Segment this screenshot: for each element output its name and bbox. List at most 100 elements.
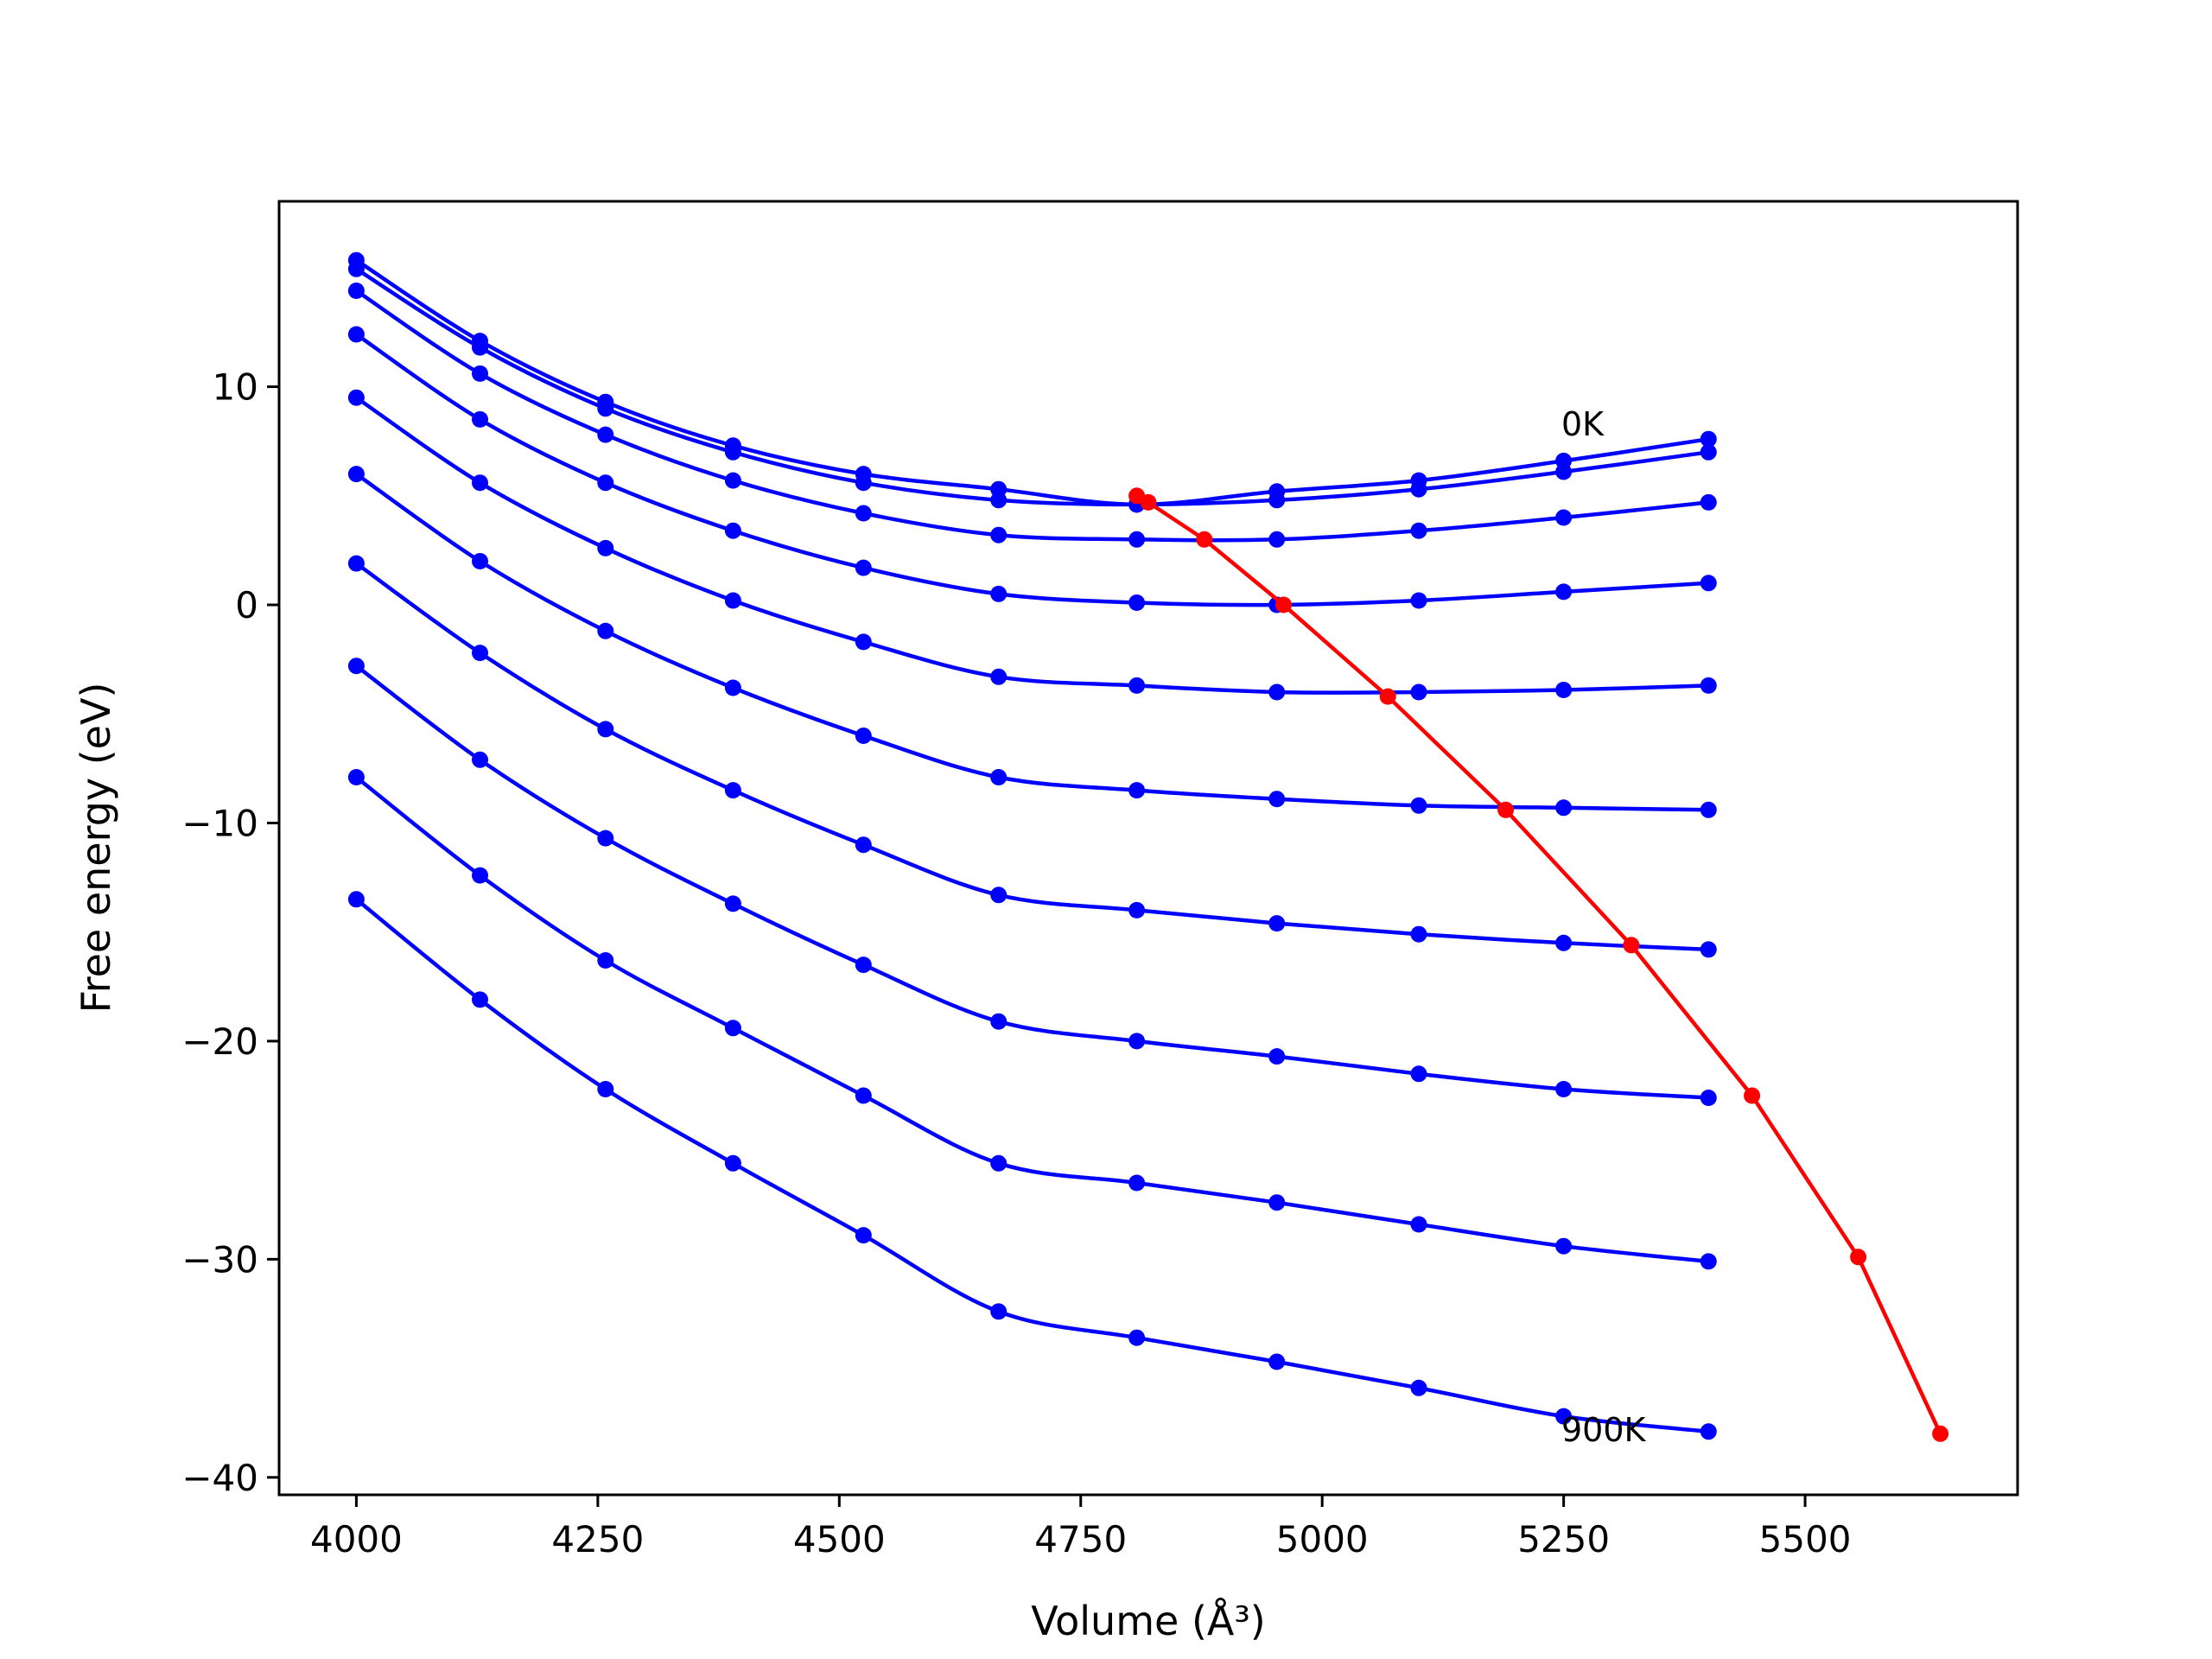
minimum-point-1	[1140, 493, 1157, 511]
data-point-9-1	[472, 991, 488, 1008]
data-point-2-7	[1268, 531, 1286, 548]
x-tick-label-5: 5250	[1517, 1518, 1610, 1560]
data-point-9-2	[597, 1081, 614, 1097]
data-point-2-5	[990, 526, 1007, 543]
y-tick-label-5: 10	[213, 366, 258, 409]
data-point-9-3	[724, 1154, 741, 1172]
data-point-3-4	[855, 559, 872, 576]
data-point-1-10	[1700, 443, 1717, 461]
data-point-1-9	[1555, 463, 1573, 480]
data-point-2-10	[1700, 493, 1717, 511]
data-point-1-1	[472, 339, 488, 356]
data-point-2-2	[597, 426, 614, 443]
data-point-5-9	[1555, 799, 1573, 817]
data-point-4-4	[855, 633, 872, 651]
data-point-8-6	[1128, 1174, 1146, 1192]
data-point-7-6	[1128, 1033, 1146, 1050]
data-point-8-1	[472, 867, 488, 884]
data-point-6-3	[724, 782, 741, 799]
data-point-7-4	[855, 957, 872, 974]
data-point-7-9	[1555, 1081, 1573, 1097]
data-point-5-6	[1128, 782, 1146, 799]
x-tick-label-3: 4750	[1034, 1518, 1127, 1560]
fit-curve-9	[354, 898, 1709, 1434]
x-tick-label-4: 5000	[1276, 1518, 1369, 1560]
data-point-2-3	[724, 472, 741, 489]
data-point-9-0	[347, 891, 365, 908]
plot-frame	[277, 200, 2019, 1497]
data-point-4-10	[1700, 677, 1717, 694]
data-point-3-9	[1555, 583, 1573, 601]
data-point-6-6	[1128, 901, 1146, 918]
data-point-3-2	[597, 474, 614, 492]
x-tick-label-6: 5500	[1759, 1518, 1852, 1560]
data-point-2-4	[855, 505, 872, 522]
data-point-9-8	[1410, 1379, 1427, 1396]
data-point-5-5	[990, 769, 1007, 785]
data-point-9-5	[990, 1303, 1007, 1320]
data-point-2-8	[1410, 522, 1427, 539]
minimum-point-8	[1850, 1249, 1867, 1266]
data-point-6-7	[1268, 915, 1286, 932]
data-point-0-10	[1700, 430, 1717, 448]
data-point-9-10	[1700, 1423, 1717, 1440]
data-point-7-8	[1410, 1065, 1427, 1083]
data-point-1-4	[855, 474, 872, 492]
data-point-7-7	[1268, 1048, 1286, 1065]
data-point-1-7	[1268, 492, 1286, 509]
y-tick-label-3: −10	[181, 802, 258, 844]
data-point-9-7	[1268, 1353, 1286, 1370]
data-point-4-2	[597, 539, 614, 556]
data-point-7-2	[597, 830, 614, 847]
minimum-point-4	[1379, 688, 1396, 705]
data-point-6-9	[1555, 934, 1573, 951]
data-point-8-3	[724, 1020, 741, 1037]
data-point-8-7	[1268, 1194, 1286, 1211]
y-axis-ticks: −40 −30 −20 −10 0 10	[181, 366, 279, 1499]
data-point-8-9	[1555, 1237, 1573, 1255]
minimum-point-5	[1497, 801, 1515, 818]
data-point-5-8	[1410, 797, 1427, 814]
data-point-9-6	[1128, 1329, 1146, 1346]
data-point-7-10	[1700, 1090, 1717, 1106]
y-tick-label-4: 0	[235, 584, 258, 626]
data-point-2-0	[347, 283, 365, 299]
data-point-2-6	[1128, 531, 1146, 548]
annotation-900k: 900K	[1561, 1411, 1647, 1449]
data-point-3-10	[1700, 575, 1717, 592]
x-axis-ticks: 4000 4250 4500 4750 5000 5250 5500	[310, 1495, 1852, 1560]
data-point-5-2	[597, 622, 614, 639]
data-point-4-1	[472, 474, 488, 492]
data-point-6-8	[1410, 925, 1427, 943]
x-tick-label-1: 4250	[551, 1518, 644, 1560]
data-point-3-1	[472, 410, 488, 428]
data-point-3-3	[724, 522, 741, 539]
data-point-8-4	[855, 1087, 872, 1104]
data-point-6-5	[990, 887, 1007, 904]
minimum-point-9	[1932, 1425, 1949, 1442]
data-point-6-4	[855, 836, 872, 854]
minimum-point-7	[1744, 1087, 1761, 1104]
data-point-1-3	[724, 443, 741, 461]
data-point-4-7	[1268, 683, 1286, 701]
data-point-1-2	[597, 400, 614, 417]
data-point-7-0	[347, 658, 365, 675]
data-point-6-0	[347, 555, 365, 572]
x-axis-label: Volume (Å³)	[1031, 1598, 1266, 1644]
data-point-4-9	[1555, 682, 1573, 698]
data-point-1-5	[990, 492, 1007, 509]
data-point-3-8	[1410, 592, 1427, 609]
minima-polyline	[1135, 493, 1942, 1435]
data-point-6-1	[472, 645, 488, 662]
y-tick-label-1: −30	[181, 1238, 258, 1281]
data-point-8-0	[347, 769, 365, 785]
data-point-4-6	[1128, 677, 1146, 694]
x-tick-label-2: 4500	[793, 1518, 886, 1560]
minimum-point-3	[1275, 596, 1292, 613]
minima-line	[1128, 487, 1949, 1442]
data-point-4-3	[724, 592, 741, 609]
data-point-2-1	[472, 365, 488, 382]
data-point-3-0	[347, 326, 365, 343]
